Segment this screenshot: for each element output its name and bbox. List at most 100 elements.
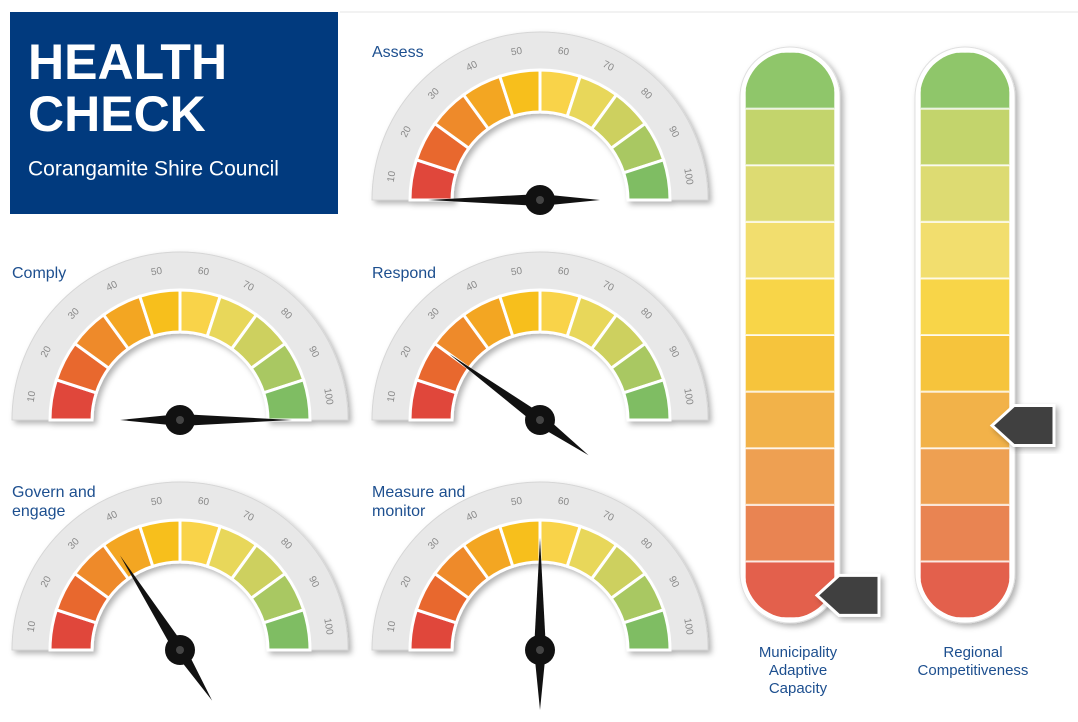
gauge-tick-label: 50 [510,496,523,509]
gauge-tick-label: 40 [465,59,480,74]
gauge [11,251,349,422]
gauge-tick-label: 70 [601,509,616,524]
gauge-tick-label: 90 [666,345,681,360]
bar-segment [745,107,835,167]
gauge-tick-label: 70 [241,279,256,294]
gauge-segment [589,92,648,151]
gauge-label: monitor [372,503,426,520]
gauge-tick-label: 10 [386,620,399,633]
bar-label: Competitiveness [918,662,1029,679]
gauge-needle [428,194,600,206]
gauge-needle [119,555,213,701]
gauge-tick-label: 60 [197,266,210,279]
gauge-segment [205,294,259,351]
gauge-segment [101,524,155,581]
gauge-segment [72,312,131,371]
gauge-tick-label: 60 [557,496,570,509]
gauge-tick-label: 70 [601,279,616,294]
gauge-segment [461,294,515,351]
bar-body [920,52,1010,618]
bar-segment [745,220,835,280]
gauge-segment [497,288,542,339]
bar-segment [920,220,1010,280]
gauge [11,481,349,652]
gauge-segment [621,157,672,202]
bar-segment [745,334,835,393]
gauge-tick-label: 100 [681,387,695,406]
gauge-segment [261,377,312,422]
bar-label: Adaptive [769,662,827,679]
gauge-tick-label: 90 [666,575,681,590]
gauge-tick-label: 90 [306,345,321,360]
needle-hub-dot [176,416,184,424]
gauge-tick-label: 50 [510,266,523,279]
gauge-segment [229,312,288,371]
bar-pointer [989,404,1056,448]
header-title: HEALTH [28,34,227,90]
gauge-tick-label: 10 [26,620,39,633]
gauge-needle [449,354,589,456]
gauge-segment [137,288,182,339]
bar-segment [745,503,835,563]
bar-pointer [814,573,881,617]
bar-label: Capacity [769,680,828,697]
gauge [371,251,709,422]
gauge-tick-label: 70 [601,59,616,74]
gauge-needle [534,538,546,710]
gauge-tick-label: 40 [105,509,120,524]
gauge-tick-label: 10 [386,170,399,183]
bar-segment [745,447,835,506]
gauge-tick-label: 20 [39,344,54,359]
gauge-segment [54,571,111,625]
gauge-segment [565,74,619,131]
gauge-tick-label: 50 [150,266,163,279]
gauge-tick-label: 10 [386,390,399,403]
bar-segment [920,447,1010,506]
gauge-tick-label: 10 [26,390,39,403]
gauge-tick-label: 40 [105,279,120,294]
gauge-segment [621,607,672,652]
gauge-segment [101,294,155,351]
needle-hub-dot [176,646,184,654]
gauge-segment [432,542,491,601]
bar-segment [745,164,835,223]
gauge-segment [414,341,471,395]
gauge-segment [249,341,306,395]
gauge-segment [414,121,471,175]
gauge-segment [497,518,542,569]
gauge-segment [609,571,666,625]
gauge-segment [461,74,515,131]
gauge-segment [589,542,648,601]
gauge-segment [205,524,259,581]
bar-segment [920,164,1010,223]
gauge-segment [565,294,619,351]
gauge-segment [229,542,288,601]
gauge-label: Assess [372,44,424,61]
bar-segment [920,334,1010,393]
needle-shape [534,538,546,710]
bar-segment [920,107,1010,167]
gauge-tick-label: 50 [510,46,523,59]
gauge-needle [120,414,292,426]
needle-hub-dot [536,196,544,204]
gauge-segment [414,571,471,625]
gauge-segment [261,607,312,652]
header-title: CHECK [28,86,206,142]
gauge-segment [72,542,131,601]
bar-segment [920,390,1010,450]
needle-shape [428,194,600,206]
needle-shape [449,354,589,456]
gauge-tick-label: 20 [399,124,414,139]
bar-body [745,52,835,618]
gauge-tick-label: 100 [681,617,695,636]
needle-shape [120,414,292,426]
gauge-label: Comply [12,265,66,282]
gauge-tick-label: 90 [666,125,681,140]
gauge-tick-label: 40 [465,509,480,524]
gauge-segment [621,377,672,422]
gauge-tick-label: 20 [399,344,414,359]
gauge-tick-label: 50 [150,496,163,509]
gauge-segment [589,312,648,371]
needle-hub-dot [536,646,544,654]
